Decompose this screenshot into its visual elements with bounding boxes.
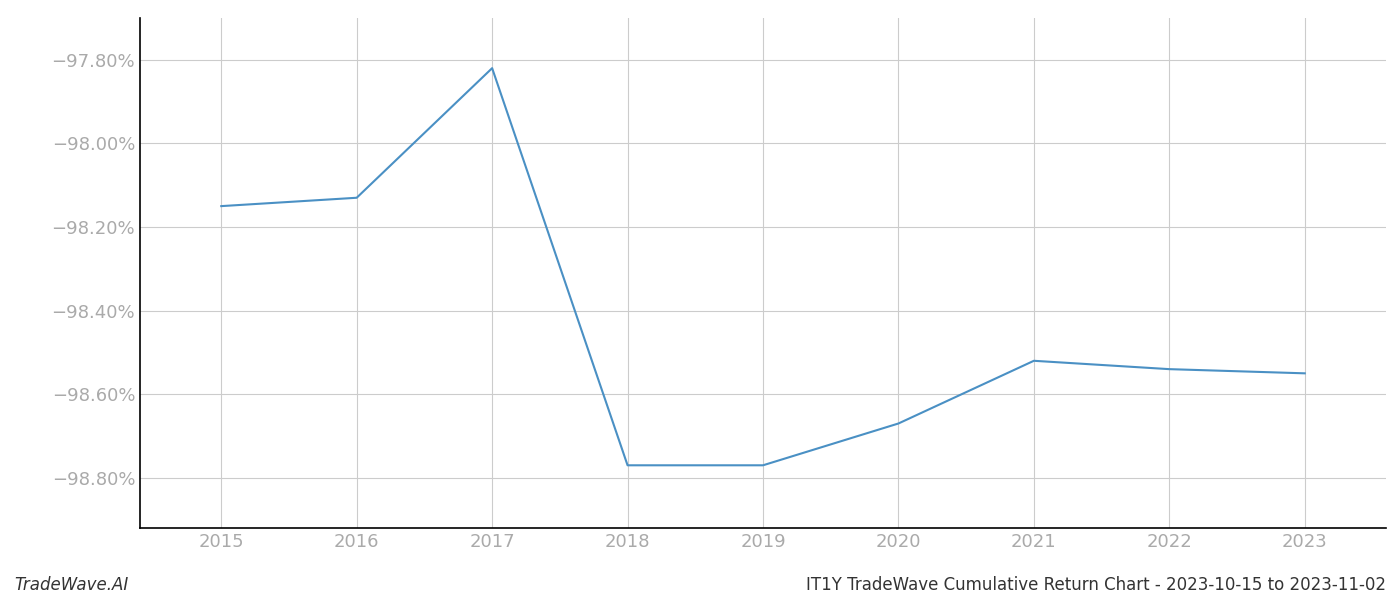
Text: TradeWave.AI: TradeWave.AI xyxy=(14,576,129,594)
Text: IT1Y TradeWave Cumulative Return Chart - 2023-10-15 to 2023-11-02: IT1Y TradeWave Cumulative Return Chart -… xyxy=(806,576,1386,594)
